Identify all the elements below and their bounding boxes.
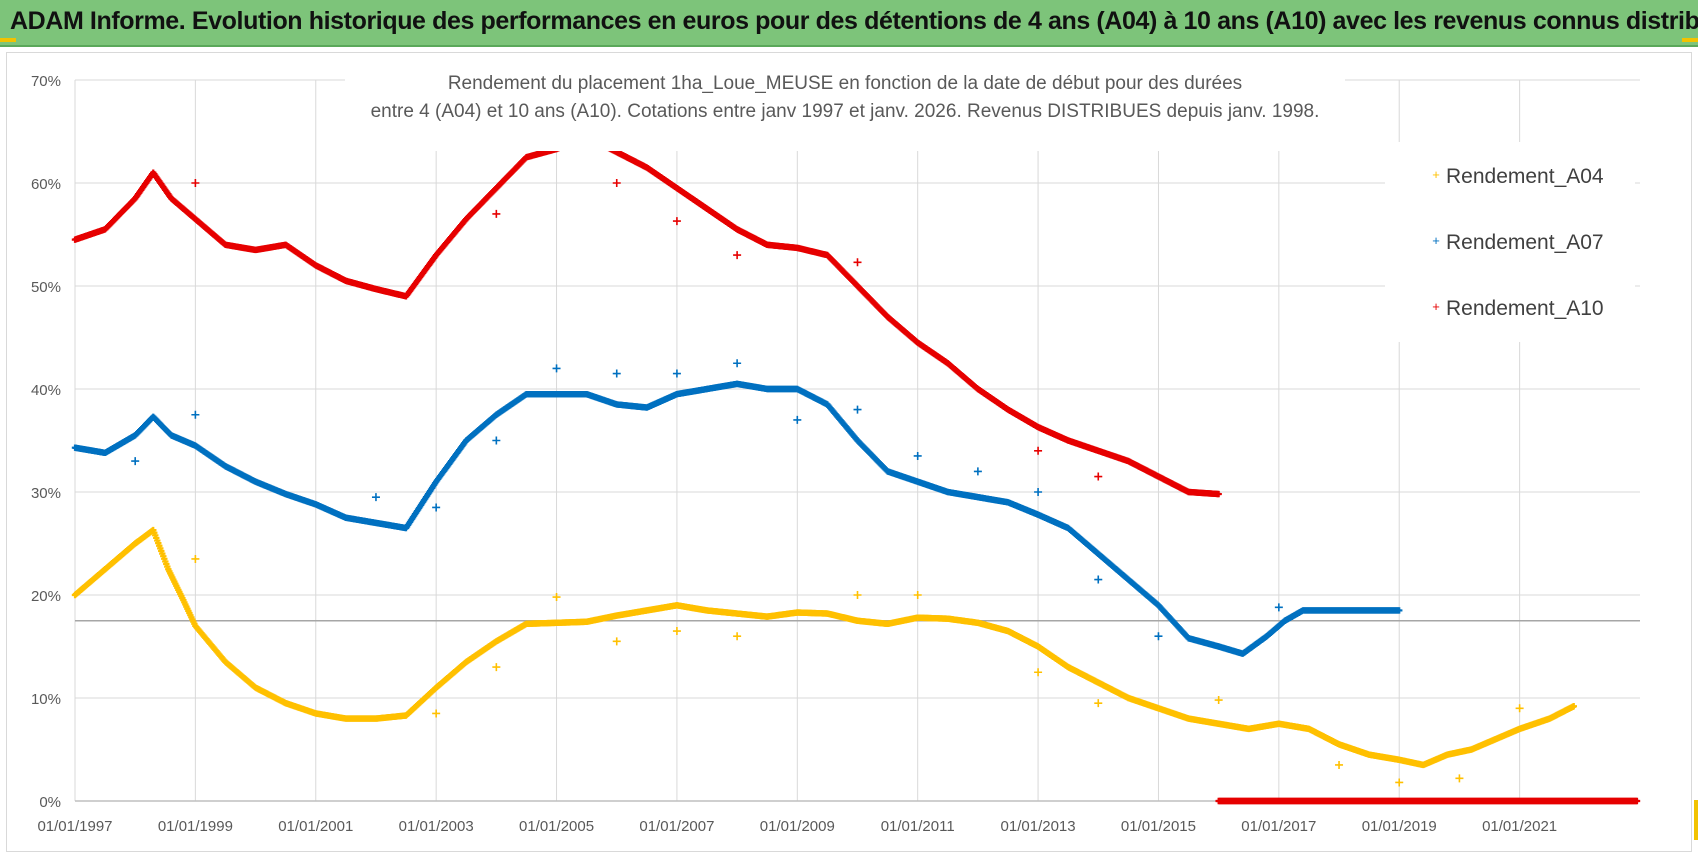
y-tick-label: 60% — [31, 176, 61, 193]
x-tick-label: 01/01/2011 — [881, 818, 955, 835]
legend-item-a04[interactable]: + Rendement_A04 — [1432, 165, 1604, 188]
y-tick-label: 0% — [39, 794, 61, 811]
y-tick-label: 20% — [31, 588, 61, 605]
outlier-point-a10 — [1034, 446, 1043, 455]
x-tick-label: 01/01/2009 — [760, 818, 835, 835]
outlier-point-a04 — [1395, 778, 1404, 787]
outlier-point-a10 — [191, 179, 200, 187]
legend-marker-a10: + — [1432, 299, 1440, 314]
corner-mark-top-right — [1682, 38, 1698, 42]
outlier-point-a07 — [1274, 603, 1283, 612]
chart-title-line1: Rendement du placement 1ha_Loue_MEUSE en… — [448, 73, 1242, 94]
x-tick-label: 01/01/2015 — [1121, 818, 1196, 835]
outlier-point-a04 — [1335, 760, 1344, 769]
outlier-point-a04 — [612, 637, 621, 646]
outlier-point-a04 — [733, 632, 742, 641]
outlier-point-a07 — [793, 415, 802, 424]
legend-item-a07[interactable]: + Rendement_A07 — [1432, 231, 1603, 254]
corner-mark-top-left — [0, 38, 16, 42]
outlier-point-a04 — [1034, 668, 1043, 677]
outlier-point-a07 — [612, 369, 621, 378]
data-point-a04 — [1570, 703, 1577, 710]
outlier-point-a07 — [1154, 632, 1163, 641]
x-tick-label: 01/01/1999 — [158, 818, 233, 835]
outlier-point-a07 — [733, 359, 742, 368]
outlier-point-a04 — [552, 593, 561, 602]
x-tick-label: 01/01/2019 — [1362, 818, 1437, 835]
series-layer — [71, 133, 1641, 805]
outlier-point-a07 — [1034, 488, 1043, 496]
legend-label-a07: Rendement_A07 — [1446, 231, 1604, 254]
performance-chart: 0%10%20%30%40%50%60%70% 01/01/1997 01/01/… — [31, 69, 1641, 835]
outlier-point-a04 — [432, 709, 441, 718]
series-a07 — [71, 359, 1403, 657]
y-axis-ticks: 0% 10% 20% 30% 40% 50% 60% 70% — [31, 73, 61, 811]
x-axis-ticks: 01/01/1997 01/01/1999 01/01/2001 01/01/2003… — [37, 818, 1557, 835]
outlier-point-a07 — [973, 467, 982, 476]
outlier-point-a07 — [371, 493, 380, 502]
outlier-point-a04 — [1094, 699, 1103, 708]
outlier-point-a07 — [432, 503, 441, 512]
outlier-point-a07 — [672, 369, 681, 378]
legend-marker-a07: + — [1432, 233, 1440, 248]
x-tick-label: 01/01/2007 — [639, 818, 714, 835]
outlier-point-a04 — [1515, 704, 1524, 713]
y-tick-label: 30% — [31, 485, 61, 502]
legend-label-a04: Rendement_A04 — [1446, 165, 1604, 188]
outlier-point-a07 — [853, 405, 862, 414]
outlier-point-a07 — [131, 457, 140, 466]
outlier-point-a07 — [191, 410, 200, 419]
outlier-point-a10 — [1094, 472, 1103, 481]
legend-item-a10[interactable]: + Rendement_A10 — [1432, 297, 1603, 320]
outlier-point-a10 — [853, 258, 862, 267]
outlier-point-a04 — [913, 591, 922, 599]
outlier-point-a04 — [853, 591, 862, 599]
outlier-point-a04 — [1455, 774, 1464, 783]
outlier-point-a07 — [492, 436, 501, 445]
report-title: ADAM Informe. Evolution historique des p… — [10, 7, 1698, 35]
x-tick-label: 01/01/2021 — [1482, 818, 1557, 835]
outlier-point-a10 — [492, 209, 501, 218]
outlier-point-a07 — [1094, 575, 1103, 584]
y-tick-label: 40% — [31, 382, 61, 399]
outlier-point-a04 — [672, 627, 681, 636]
x-tick-label: 01/01/1997 — [37, 818, 112, 835]
y-tick-label: 50% — [31, 279, 61, 296]
report-banner: ADAM Informe. Evolution historique des p… — [0, 0, 1698, 47]
outlier-point-a04 — [1214, 696, 1223, 705]
y-tick-label: 70% — [31, 73, 61, 90]
outlier-point-a04 — [492, 663, 501, 672]
y-tick-label: 10% — [31, 691, 61, 708]
outlier-point-a10 — [733, 251, 742, 260]
legend-label-a10: Rendement_A10 — [1446, 297, 1604, 320]
legend-marker-a04: + — [1432, 167, 1440, 182]
chart-title-line2: entre 4 (A04) et 10 ans (A10). Cotations… — [371, 101, 1320, 122]
x-tick-label: 01/01/2003 — [399, 818, 474, 835]
x-tick-label: 01/01/2013 — [1001, 818, 1076, 835]
outlier-point-a10 — [672, 217, 681, 226]
corner-mark-bottom-right — [1694, 800, 1698, 840]
x-tick-label: 01/01/2005 — [519, 818, 594, 835]
outlier-point-a10 — [612, 179, 621, 187]
series-a04 — [71, 526, 1577, 787]
outlier-point-a07 — [913, 451, 922, 460]
outlier-point-a04 — [191, 554, 200, 563]
x-tick-label: 01/01/2001 — [278, 818, 353, 835]
outlier-point-a07 — [552, 364, 561, 373]
x-tick-label: 01/01/2017 — [1241, 818, 1316, 835]
